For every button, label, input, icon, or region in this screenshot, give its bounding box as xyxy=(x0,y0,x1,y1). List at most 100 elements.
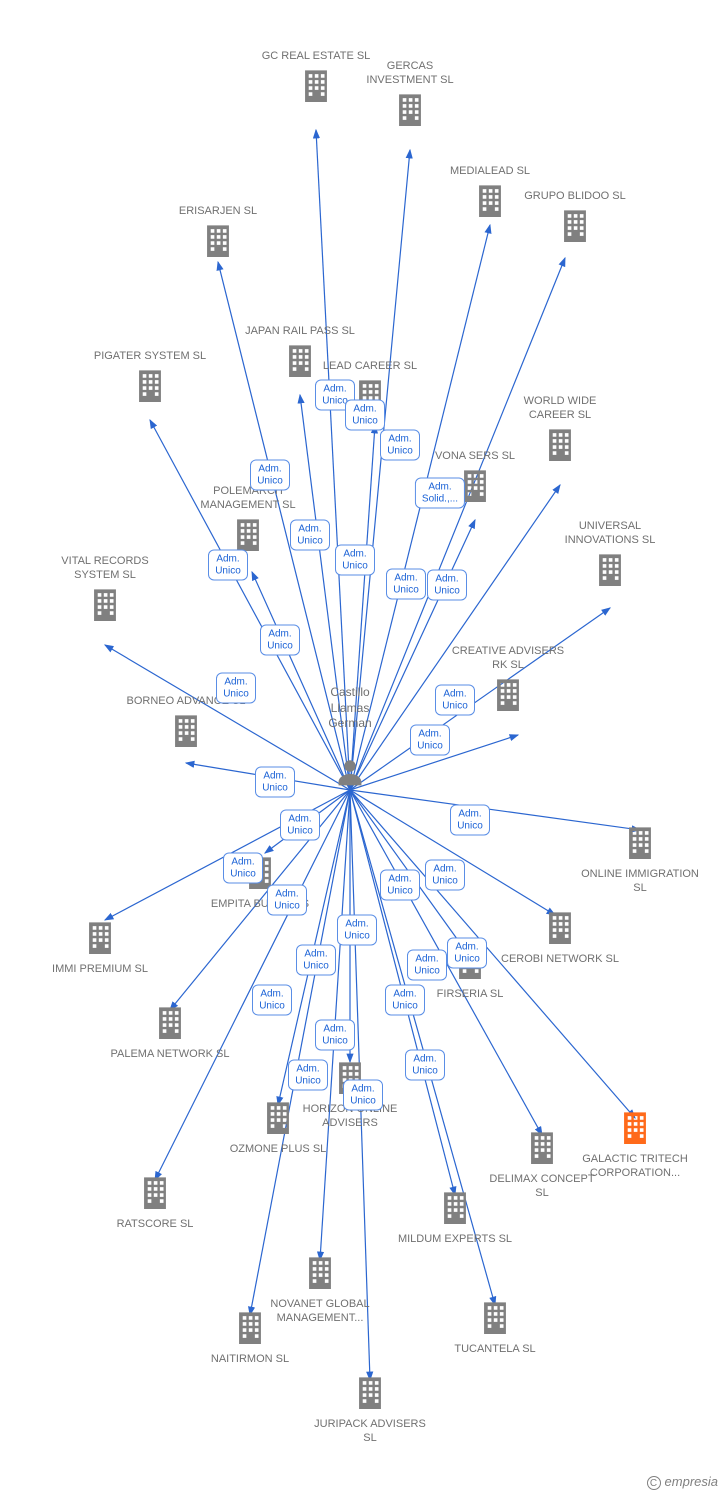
edge-lead_career xyxy=(350,425,375,790)
building-icon xyxy=(263,1100,293,1134)
building-icon xyxy=(475,183,505,217)
company-label: PIGATER SYSTEM SL xyxy=(90,350,210,364)
company-label: JURIPACK ADVISERS SL xyxy=(310,1418,430,1446)
building-icon xyxy=(595,552,625,586)
company-label: IMMI PREMIUM SL xyxy=(40,963,160,977)
edge-tag-horizon: Adm. Unico xyxy=(337,915,377,946)
edge-tag-firseria: Adm. Unico xyxy=(380,870,420,901)
company-label: ERISARJEN SL xyxy=(158,205,278,219)
building-icon xyxy=(625,825,655,859)
edge-tag-online_imm: Adm. Unico xyxy=(450,805,490,836)
company-label: JAPAN RAIL PASS SL xyxy=(240,325,360,339)
edge-tag-medialead: Adm. Unico xyxy=(380,430,420,461)
company-node-gercas[interactable]: GERCAS INVESTMENT SL xyxy=(350,60,470,131)
company-node-erisarjen[interactable]: ERISARJEN SL xyxy=(158,205,278,262)
edge-tag-grupo_blidoo: Adm. Solid.,... xyxy=(415,478,465,509)
company-node-online_imm[interactable]: ONLINE IMMIGRATION SL xyxy=(580,825,700,896)
company-label: CREATIVE ADVISERS RK SL xyxy=(448,645,568,673)
company-node-grupo_blidoo[interactable]: GRUPO BLIDOO SL xyxy=(515,190,635,247)
building-icon xyxy=(480,1300,510,1334)
edge-tag-ozmone: Adm. Unico xyxy=(296,945,336,976)
edge-tag-erisarjen: Adm. Unico xyxy=(250,460,290,491)
company-label: UNIVERSAL INNOVATIONS SL xyxy=(550,520,670,548)
edge-tag-galactic: Adm. Unico xyxy=(447,938,487,969)
building-icon xyxy=(233,517,263,551)
building-icon xyxy=(235,1310,265,1344)
edge-tag-borneo: Adm. Unico xyxy=(255,767,295,798)
company-node-borneo[interactable]: BORNEO ADVANCE SL xyxy=(126,695,246,752)
building-icon xyxy=(90,587,120,621)
company-label: GERCAS INVESTMENT SL xyxy=(350,60,470,88)
edge-tag-empita: Adm. Unico xyxy=(280,810,320,841)
company-label: LEAD CAREER SL xyxy=(310,360,430,374)
company-label: RATSCORE SL xyxy=(95,1218,215,1232)
company-node-tucantela[interactable]: TUCANTELA SL xyxy=(435,1300,555,1357)
edge-tag-lead_career: Adm. Unico xyxy=(335,545,375,576)
company-node-ozmone[interactable]: OZMONE PLUS SL xyxy=(218,1100,338,1157)
company-label: VITAL RECORDS SYSTEM SL xyxy=(45,555,165,583)
edge-tag-pigater: Adm. Unico xyxy=(208,550,248,581)
building-icon xyxy=(620,1110,650,1144)
company-node-naitirmon[interactable]: NAITIRMON SL xyxy=(190,1310,310,1367)
edge-tag-japan_rail: Adm. Unico xyxy=(290,520,330,551)
building-icon xyxy=(203,223,233,257)
company-label: GRUPO BLIDOO SL xyxy=(515,190,635,204)
edge-tag-juripack: Adm. Unico xyxy=(343,1080,383,1111)
company-label: ONLINE IMMIGRATION SL xyxy=(580,868,700,896)
edge-tag-vital: Adm. Unico xyxy=(216,673,256,704)
edge-world_wide xyxy=(350,485,560,790)
company-node-galactic[interactable]: GALACTIC TRITECH CORPORATION... xyxy=(575,1110,695,1181)
company-label: TUCANTELA SL xyxy=(435,1343,555,1357)
person-icon xyxy=(336,758,364,790)
edge-tag-world_wide: Adm. Unico xyxy=(427,570,467,601)
building-icon xyxy=(440,1190,470,1224)
company-node-juripack[interactable]: JURIPACK ADVISERS SL xyxy=(310,1375,430,1446)
edge-tag-ratscore: Adm. Unico xyxy=(252,985,292,1016)
company-node-world_wide[interactable]: WORLD WIDE CAREER SL xyxy=(500,395,620,466)
edge-tag-creative: Adm. Unico xyxy=(435,685,475,716)
company-label: FIRSERIA SL xyxy=(410,988,530,1002)
company-label: PALEMA NETWORK SL xyxy=(110,1048,230,1062)
company-node-pigater[interactable]: PIGATER SYSTEM SL xyxy=(90,350,210,407)
edge-tag-palema: Adm. Unico xyxy=(267,885,307,916)
company-label: WORLD WIDE CAREER SL xyxy=(500,395,620,423)
center-person-label: Castillo Llamas German xyxy=(328,685,371,732)
company-node-mildum[interactable]: MILDUM EXPERTS SL xyxy=(395,1190,515,1247)
edge-online_imm xyxy=(350,790,640,830)
edge-tag-tucantela: Adm. Unico xyxy=(405,1050,445,1081)
edge-tag-delimax: Adm. Unico xyxy=(407,950,447,981)
building-icon xyxy=(135,368,165,402)
company-node-ratscore[interactable]: RATSCORE SL xyxy=(95,1175,215,1232)
edge-tag-polemarch: Adm. Unico xyxy=(260,625,300,656)
building-icon xyxy=(395,92,425,126)
edge-tag-immi: Adm. Unico xyxy=(223,853,263,884)
building-icon xyxy=(355,1375,385,1409)
copyright-text: empresia xyxy=(665,1474,718,1489)
center-person xyxy=(330,758,370,790)
company-node-universal[interactable]: UNIVERSAL INNOVATIONS SL xyxy=(550,520,670,591)
building-icon xyxy=(527,1130,557,1164)
building-icon xyxy=(140,1175,170,1209)
building-icon xyxy=(155,1005,185,1039)
edge-tag-cerobi: Adm. Unico xyxy=(425,860,465,891)
company-label: MEDIALEAD SL xyxy=(430,165,550,179)
company-node-vital[interactable]: VITAL RECORDS SYSTEM SL xyxy=(45,555,165,626)
company-label: OZMONE PLUS SL xyxy=(218,1143,338,1157)
building-icon xyxy=(171,713,201,747)
building-icon xyxy=(493,677,523,711)
copyright: Cempresia xyxy=(647,1474,718,1490)
edge-tag-naitirmon: Adm. Unico xyxy=(288,1060,328,1091)
edge-tag-universal: Adm. Unico xyxy=(410,725,450,756)
edge-tag-vona: Adm. Unico xyxy=(386,569,426,600)
building-icon xyxy=(85,920,115,954)
company-node-immi[interactable]: IMMI PREMIUM SL xyxy=(40,920,160,977)
company-label: MILDUM EXPERTS SL xyxy=(395,1233,515,1247)
edge-tag-mildum: Adm. Unico xyxy=(385,985,425,1016)
building-icon xyxy=(545,910,575,944)
edge-tag-gercas: Adm. Unico xyxy=(345,400,385,431)
building-icon xyxy=(305,1255,335,1289)
company-label: NAITIRMON SL xyxy=(190,1353,310,1367)
building-icon xyxy=(545,427,575,461)
company-label: POLEMARCH MANAGEMENT SL xyxy=(188,485,308,513)
company-node-palema[interactable]: PALEMA NETWORK SL xyxy=(110,1005,230,1062)
